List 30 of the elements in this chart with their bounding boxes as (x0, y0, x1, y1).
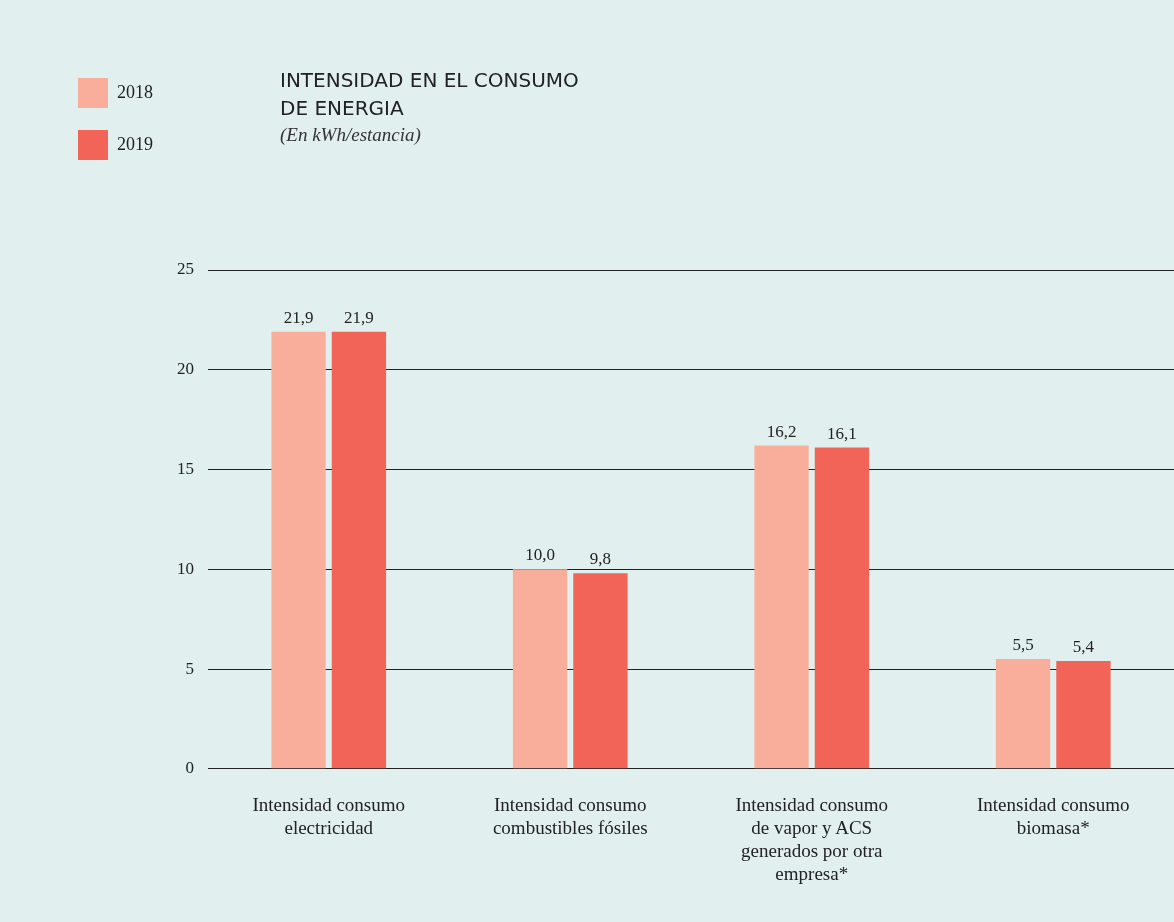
chart-subtitle: (En kWh/estancia) (280, 124, 421, 146)
bar (331, 331, 387, 769)
y-tick-label: 25 (177, 259, 194, 279)
y-tick-label: 0 (185, 758, 194, 778)
legend-label: 2018 (117, 81, 153, 102)
y-tick-label: 20 (177, 359, 194, 379)
x-tick-label: Intensidad consumo electricidad (252, 794, 406, 838)
data-label: 5,5 (1012, 635, 1034, 655)
data-label: 21,9 (344, 307, 374, 327)
data-label: 5,4 (1072, 637, 1095, 657)
y-tick-label: 10 (177, 558, 194, 578)
bar (271, 331, 326, 769)
legend-label: 2019 (117, 133, 153, 154)
y-tick-label: 5 (185, 658, 194, 678)
bar (1056, 661, 1111, 769)
data-label: 16,2 (766, 421, 797, 441)
x-tick-label: Intensidad consumo de vapor y ACS generados por otra empresa* (735, 794, 889, 884)
bar (995, 659, 1051, 769)
x-tick-label: Intensidad consumo combustibles fósiles (492, 794, 648, 838)
x-tick-label: Intensidad consumo biomasa* (976, 794, 1130, 838)
data-label: 10,0 (525, 545, 555, 565)
chart-title: INTENSIDAD EN EL CONSUMO DE ENERGIA (280, 67, 580, 122)
data-label: 16,1 (827, 423, 857, 443)
data-label: 21,9 (283, 307, 314, 327)
data-label: 9,8 (589, 549, 612, 569)
bar (573, 573, 628, 769)
bar (754, 445, 809, 769)
bar (512, 569, 568, 769)
bar (814, 447, 870, 769)
y-tick-label: 15 (177, 458, 194, 478)
